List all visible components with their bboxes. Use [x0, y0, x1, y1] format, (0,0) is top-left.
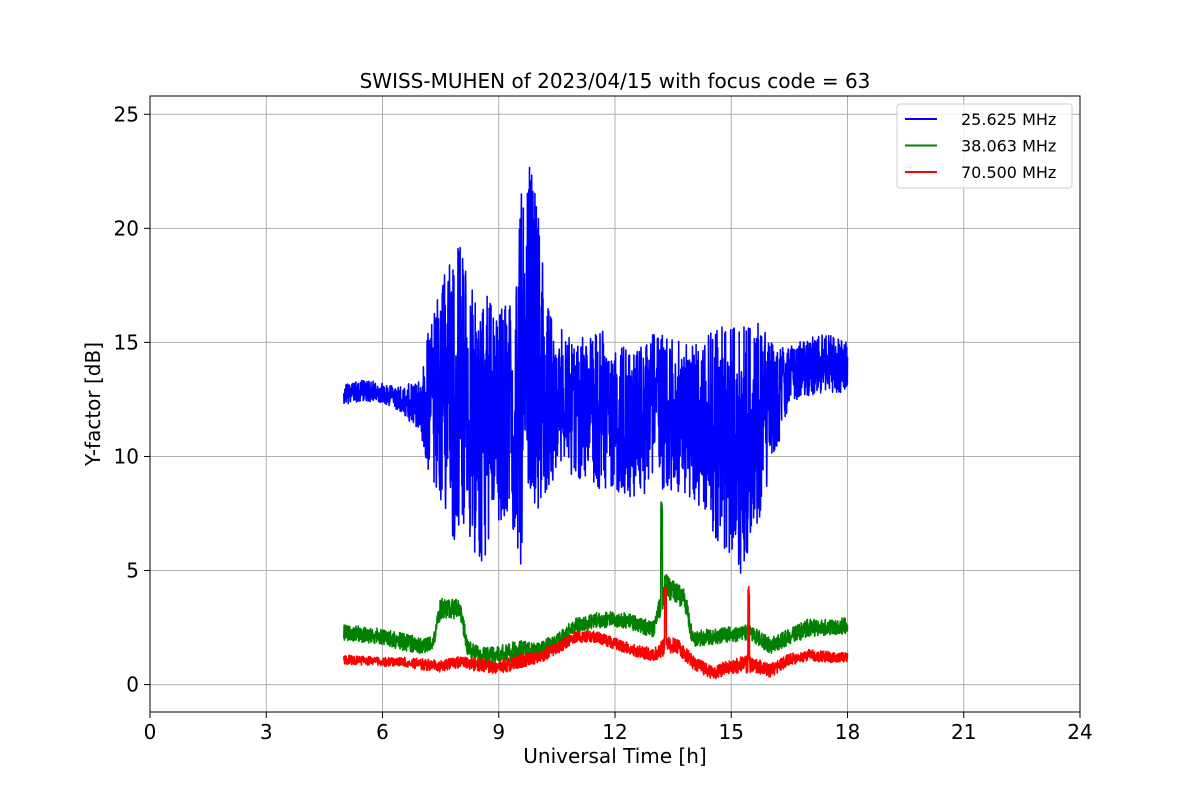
y-tick-label: 10 — [114, 444, 139, 468]
series-layer — [343, 166, 849, 680]
y-tick-label: 20 — [114, 216, 139, 240]
x-tick-label: 18 — [835, 720, 860, 744]
x-axis: 0 3 6 9 12 15 18 21 24 — [144, 712, 1093, 744]
legend-label: 70.500 MHz — [961, 163, 1056, 182]
x-tick-label: 3 — [260, 720, 273, 744]
x-tick-label: 6 — [376, 720, 389, 744]
y-tick-label: 0 — [126, 673, 139, 697]
y-axis-label: Y-factor [dB] — [81, 342, 105, 467]
legend-label: 25.625 MHz — [961, 110, 1056, 129]
y-tick-label: 25 — [114, 102, 139, 126]
x-axis-label: Universal Time [h] — [523, 744, 706, 768]
y-tick-label: 5 — [126, 559, 139, 583]
x-tick-label: 15 — [719, 720, 744, 744]
series-line-3 — [343, 585, 849, 680]
y-axis: 0 5 10 15 20 25 — [114, 102, 150, 697]
legend-box — [896, 103, 1073, 189]
legend: 25.625 MHz 38.063 MHz 70.500 MHz — [896, 103, 1073, 189]
x-tick-label: 0 — [144, 720, 157, 744]
x-tick-label: 24 — [1067, 720, 1092, 744]
series-line-1 — [343, 166, 849, 574]
legend-label: 38.063 MHz — [961, 137, 1056, 156]
x-tick-label: 12 — [602, 720, 627, 744]
x-tick-label: 21 — [951, 720, 976, 744]
y-tick-label: 15 — [114, 330, 139, 354]
series-line-2 — [343, 501, 849, 666]
chart-title: SWISS-MUHEN of 2023/04/15 with focus cod… — [360, 69, 871, 93]
x-tick-label: 9 — [492, 720, 505, 744]
